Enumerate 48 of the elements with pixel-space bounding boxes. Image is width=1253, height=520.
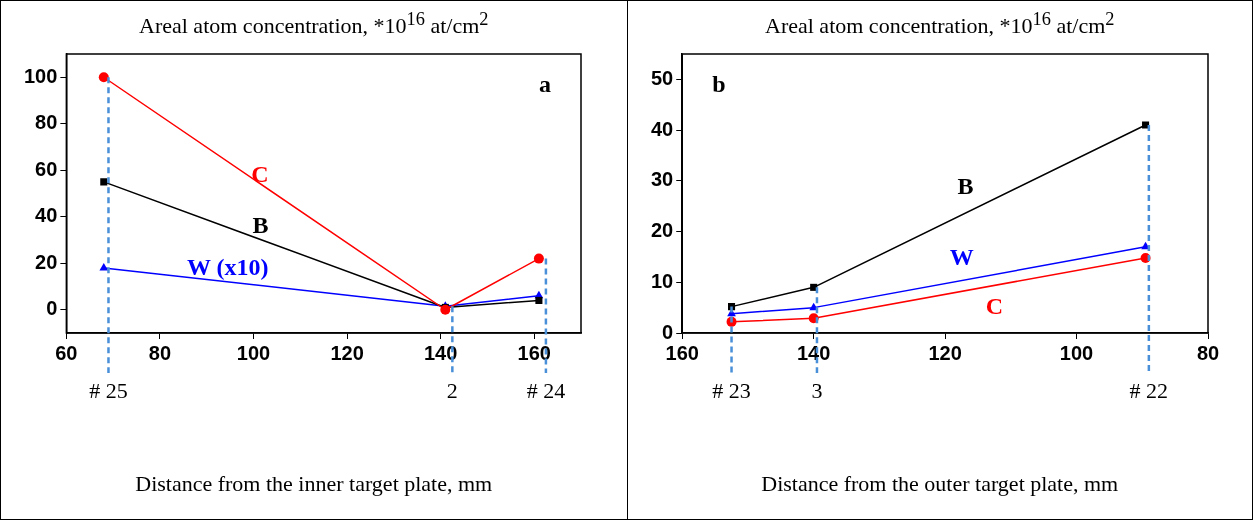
y-tick-label: 0	[46, 297, 58, 320]
series-label: B	[252, 211, 269, 238]
y-axis-title: Areal atom concentration, *10$^{16}$ at/cm$^{2}$	[138, 9, 490, 40]
y-tick-label: 50	[650, 66, 673, 89]
y-tick-label: 60	[35, 157, 58, 180]
y-tick-label: 40	[650, 117, 673, 140]
y-tick-label: 40	[35, 204, 58, 227]
point	[1141, 121, 1149, 129]
y-tick-label: 30	[650, 168, 673, 191]
point	[535, 296, 543, 304]
text: # 24	[526, 377, 566, 403]
series-label: W (x10)	[187, 254, 269, 281]
text: 2	[446, 377, 458, 403]
y-tick-label: 0	[661, 320, 673, 343]
x-tick-label: 80	[1196, 341, 1219, 364]
annotation: b	[711, 71, 726, 98]
x-axis-title: Distance from the inner target plate, mm	[134, 471, 494, 497]
series-label: C	[985, 293, 1003, 320]
x-tick-label: 100	[236, 341, 271, 364]
text: 3	[810, 377, 822, 403]
text: # 25	[89, 377, 128, 403]
series-label: C	[251, 160, 269, 187]
x-tick-label: 140	[796, 341, 830, 364]
y-tick-label: 100	[23, 64, 58, 87]
point	[533, 253, 544, 264]
x-tick-label: 100	[1059, 341, 1093, 364]
y-tick-label: 20	[650, 219, 673, 242]
x-tick-label: 80	[148, 341, 172, 364]
x-tick-label: 120	[330, 341, 364, 364]
point	[98, 72, 109, 83]
annotation: a	[539, 71, 551, 98]
y-tick-label: 20	[35, 250, 58, 273]
x-tick-label: 60	[55, 341, 78, 364]
y-axis-title: Areal atom concentration, *10$^{16}$ at/cm$^{2}$	[764, 9, 1116, 40]
y-tick-label: 80	[35, 111, 58, 134]
x-tick-label: 120	[927, 341, 962, 364]
text: # 22	[1129, 377, 1168, 403]
x-tick-label: 160	[665, 341, 699, 364]
x-tick-label: 140	[423, 341, 458, 364]
point	[809, 283, 817, 291]
point	[440, 304, 451, 315]
x-tick-label: 160	[517, 341, 551, 364]
series-label: B	[957, 173, 974, 200]
point	[100, 178, 108, 186]
text: # 23	[711, 377, 751, 403]
y-tick-label: 10	[650, 269, 673, 292]
x-axis-title: Distance from the outer target plate, mm	[760, 471, 1120, 497]
series-label: W	[949, 244, 974, 271]
